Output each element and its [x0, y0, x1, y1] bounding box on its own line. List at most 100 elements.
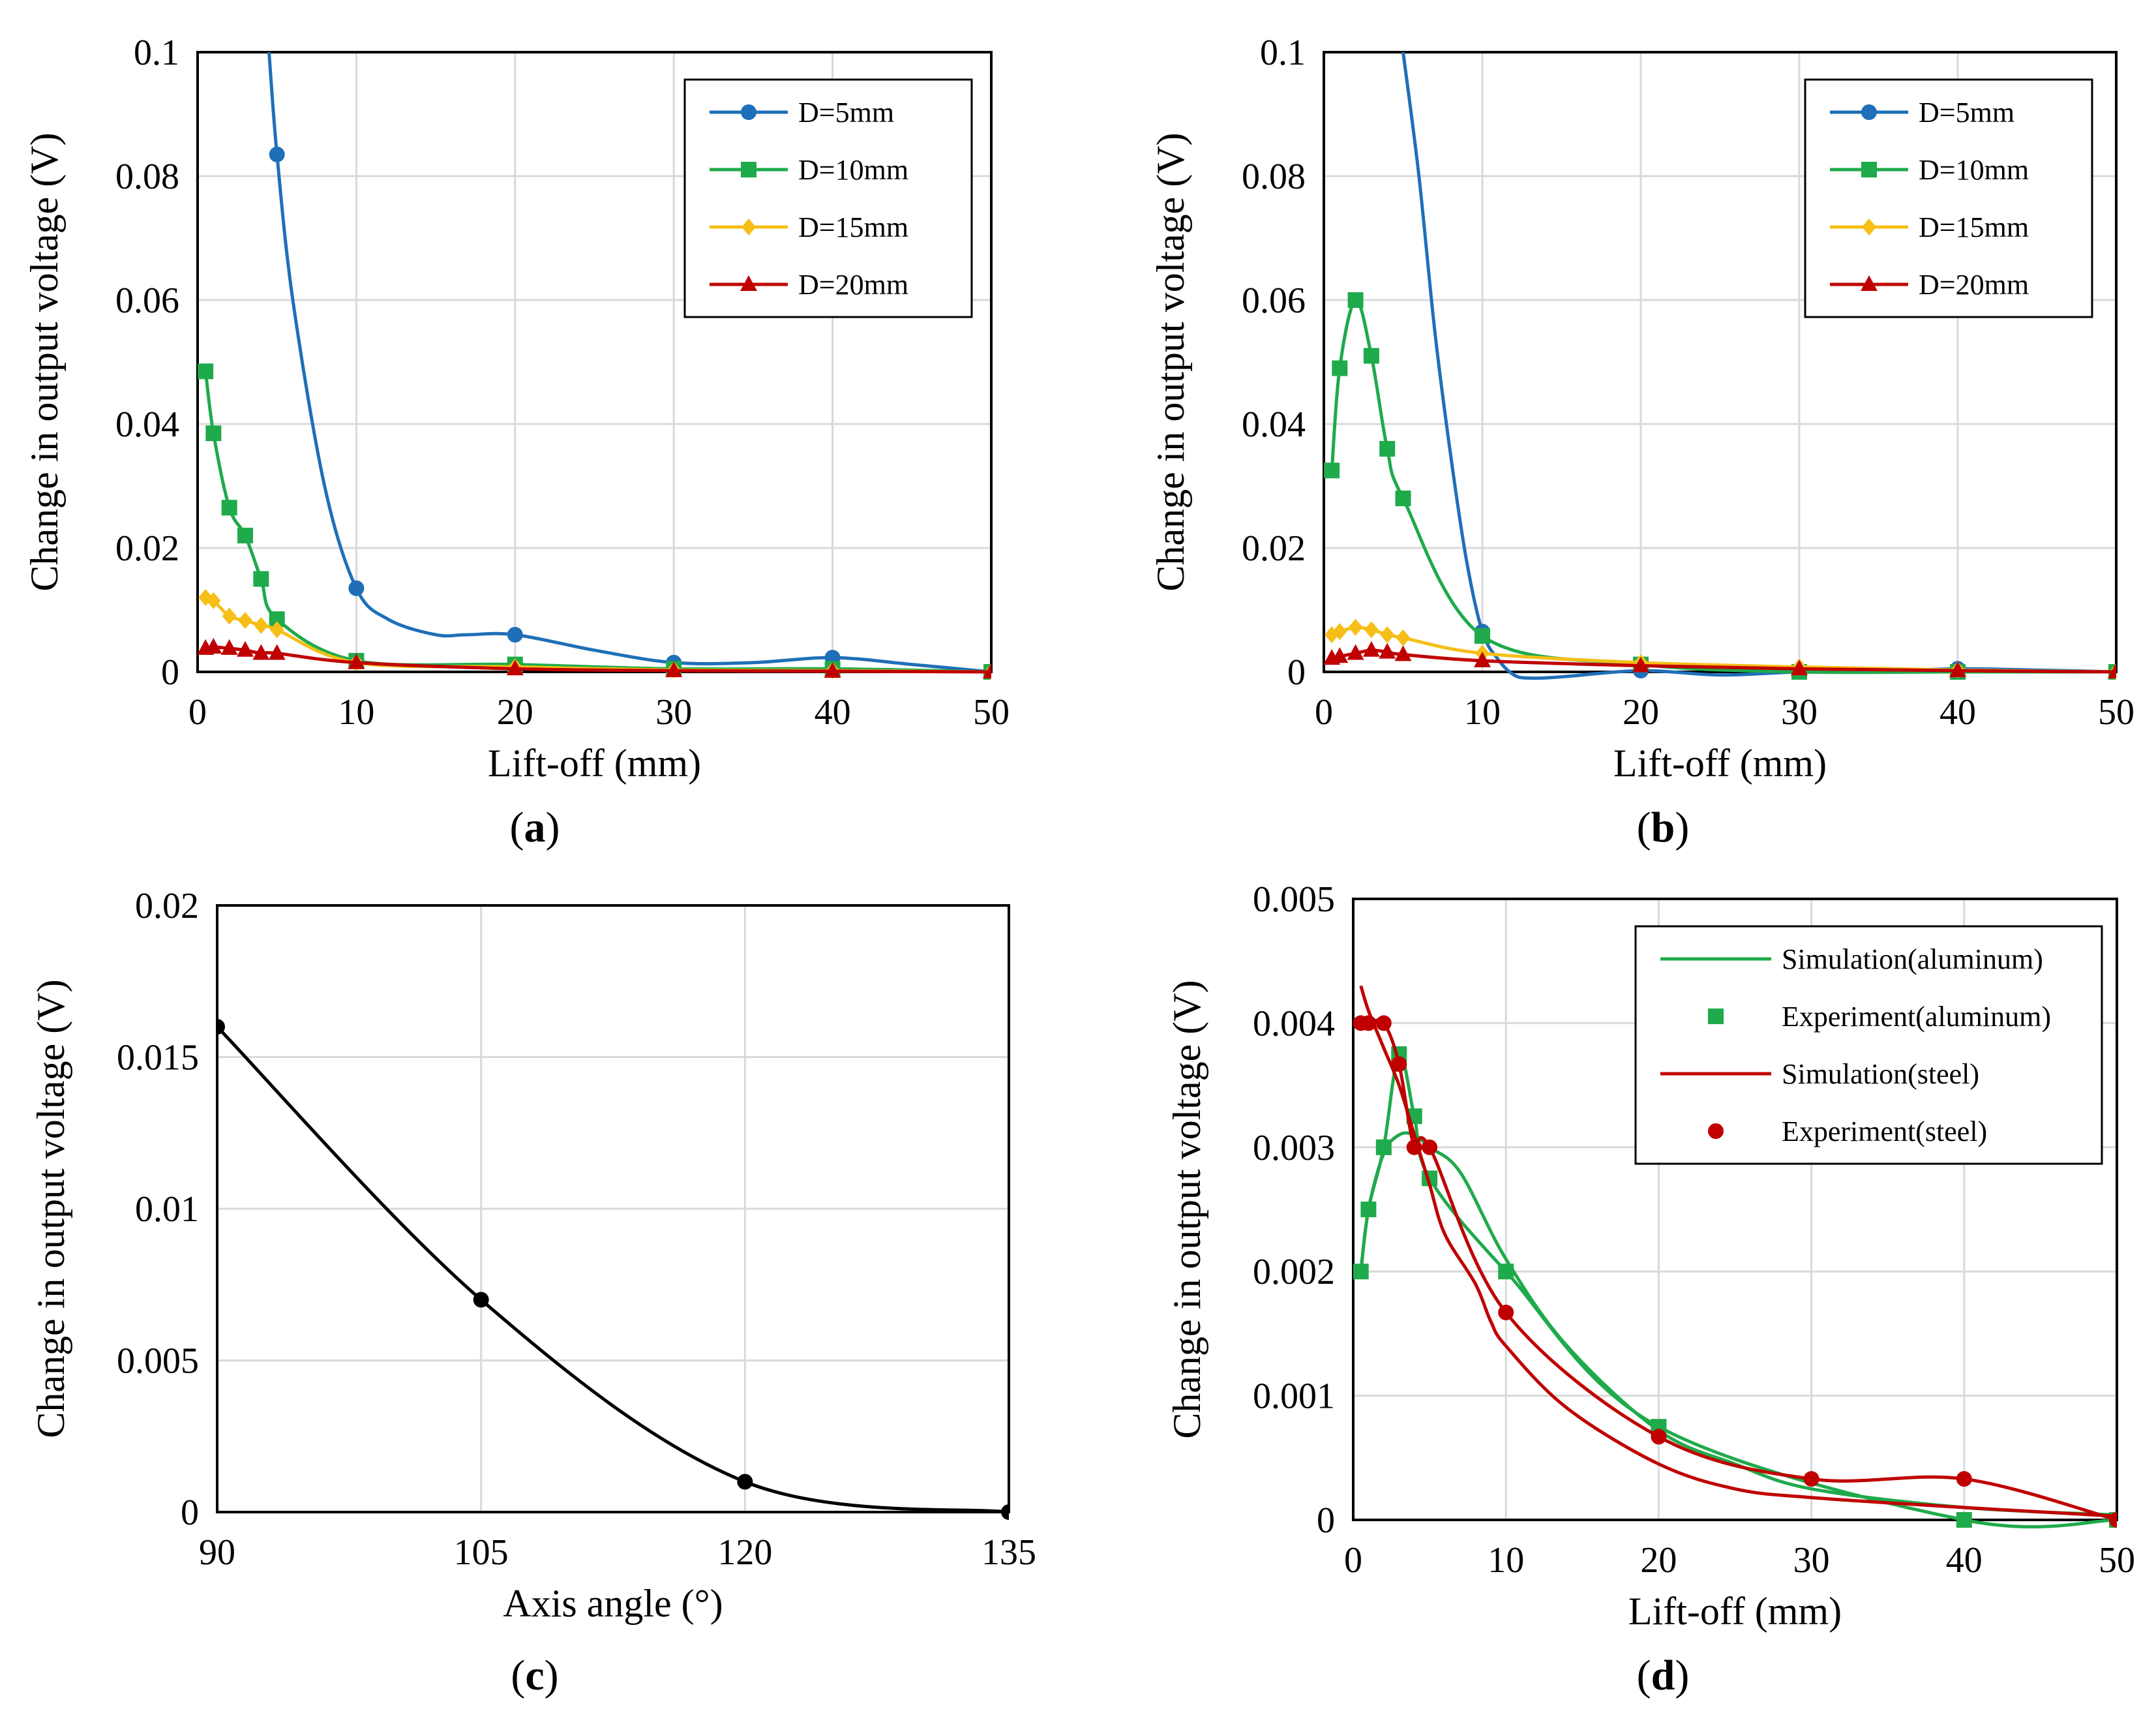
data-point: [507, 627, 523, 643]
legend-label: Experiment(steel): [1782, 1115, 1987, 1147]
y-tick-label: 0.1: [1260, 33, 1306, 73]
data-point: [2108, 663, 2116, 678]
legend-marker: [741, 162, 756, 177]
legend-label: D=15mm: [1919, 211, 2029, 243]
data-point: [473, 1292, 489, 1308]
series-d-10mm: [198, 363, 991, 680]
y-tick-label: 0.08: [115, 157, 179, 197]
x-tick-label: 50: [2099, 1540, 2135, 1581]
y-axis-title: Change in output voltage (V): [1165, 980, 1208, 1438]
legend-entry: D=20mm: [710, 269, 908, 301]
series-line: [267, 52, 991, 674]
y-tick-label: 0: [1317, 1500, 1335, 1541]
data-point: [1379, 441, 1396, 457]
legend-label: Simulation(aluminum): [1782, 943, 2043, 975]
x-tick-label: 50: [973, 692, 1010, 733]
data-point: [1375, 1139, 1392, 1155]
x-tick-label: 20: [1623, 692, 1659, 733]
legend-label: D=5mm: [1919, 97, 2014, 129]
y-tick-label: 0.01: [135, 1189, 199, 1230]
data-point: [1353, 1264, 1369, 1280]
data-point: [1324, 462, 1340, 479]
x-tick-label: 20: [497, 692, 533, 733]
legend-entry: D=5mm: [710, 97, 894, 129]
x-tick-label: 135: [981, 1532, 1036, 1573]
x-tick-label: 10: [1464, 692, 1501, 733]
legend-marker: [1708, 1008, 1724, 1024]
data-point: [205, 425, 222, 442]
x-tick-label: 10: [338, 692, 374, 733]
data-point: [252, 644, 270, 660]
y-tick-label: 0.08: [1242, 157, 1306, 197]
data-point: [237, 528, 254, 543]
x-tick-label: 0: [1315, 692, 1333, 733]
data-point: [348, 580, 365, 596]
y-tick-label: 0: [181, 1493, 199, 1533]
data-point: [1396, 629, 1411, 646]
data-point: [254, 616, 269, 634]
y-axis-title: Change in output voltage (V): [1149, 132, 1192, 591]
series-d-20mm: [198, 638, 991, 678]
chart-panel-c: 90 105 120 135 0 0.005 0.01 0.015 0.02 Axis angle…: [29, 886, 1036, 1699]
x-tick-label: 50: [2098, 692, 2134, 733]
data-point: [1475, 628, 1490, 644]
data-point: [1364, 621, 1379, 639]
legend-entry: D=5mm: [1830, 97, 2014, 129]
chart-panel-b: 0 10 20 30 40 50 0 0.02 0.04 0.06 0.08 0.1 Lift-off …: [1149, 33, 2134, 851]
legend-label: Simulation(steel): [1782, 1058, 1979, 1090]
x-tick-label: 105: [454, 1532, 509, 1573]
legend-entry: Simulation(aluminum): [1660, 943, 2043, 975]
x-tick-label: 20: [1640, 1540, 1677, 1581]
data-point: [206, 592, 221, 609]
data-point: [1332, 360, 1348, 376]
series-line: [1360, 1018, 2117, 1522]
series-layer: [217, 1019, 1009, 1520]
legend: Simulation(aluminum) Experiment(aluminum)…: [1634, 925, 2103, 1165]
series-line: [217, 1025, 1009, 1514]
series-line: [1359, 1131, 2117, 1517]
data-point: [1956, 1512, 1972, 1528]
series-line: [1331, 626, 2116, 674]
data-point: [222, 607, 237, 625]
legend: D=5mm D=10mm D=15mm D=20mm: [1804, 78, 2093, 318]
data-point: [1651, 1429, 1667, 1445]
series-experiment-steel: [1353, 1015, 2117, 1528]
x-axis-title: Axis angle (°): [503, 1582, 723, 1625]
chart-panel-a: 0 10 20 30 40 50 0 0.02 0.04 0.06 0.08 0.1 Lift-off …: [23, 33, 1010, 851]
legend-box: [1804, 78, 2093, 318]
y-tick-label: 0.06: [115, 280, 179, 321]
data-point: [1803, 1471, 1819, 1487]
x-tick-label: 10: [1488, 1540, 1524, 1581]
series-simulation-aluminum: [1359, 1131, 2117, 1517]
legend-label: Experiment(aluminum): [1782, 1001, 2051, 1033]
legend-entry: D=20mm: [1830, 269, 2029, 301]
data-point: [824, 662, 841, 678]
chart-panel-d: 0 10 20 30 40 50 0 0.001 0.002 0.003 0.004 0.005 Lif…: [1165, 879, 2135, 1699]
data-point: [1394, 645, 1412, 661]
legend-marker: [741, 104, 756, 120]
data-point: [1422, 1139, 1438, 1155]
data-point: [269, 146, 285, 162]
x-tick-label: 90: [199, 1532, 235, 1573]
y-axis-title: Change in output voltage (V): [29, 979, 72, 1438]
data-point: [1375, 1015, 1392, 1031]
data-point: [1363, 348, 1379, 364]
data-point: [506, 659, 524, 676]
data-point: [1395, 491, 1411, 506]
data-point: [268, 644, 286, 660]
plot-area-frame: [1323, 51, 2118, 673]
legend-label: D=5mm: [798, 97, 894, 129]
data-point: [1956, 1471, 1972, 1487]
legend-label: D=10mm: [798, 154, 908, 186]
legend-entry: D=15mm: [1830, 211, 2029, 243]
legend-marker: [1861, 104, 1877, 120]
series-line: [203, 371, 991, 674]
legend-entry: D=15mm: [710, 211, 908, 243]
series-data: [217, 1019, 1009, 1520]
data-point: [1498, 1264, 1514, 1280]
x-tick-label: 40: [815, 692, 851, 733]
y-axis-title: Change in output voltage (V): [23, 132, 66, 591]
series-layer: [1353, 985, 2117, 1529]
data-point: [269, 621, 284, 639]
